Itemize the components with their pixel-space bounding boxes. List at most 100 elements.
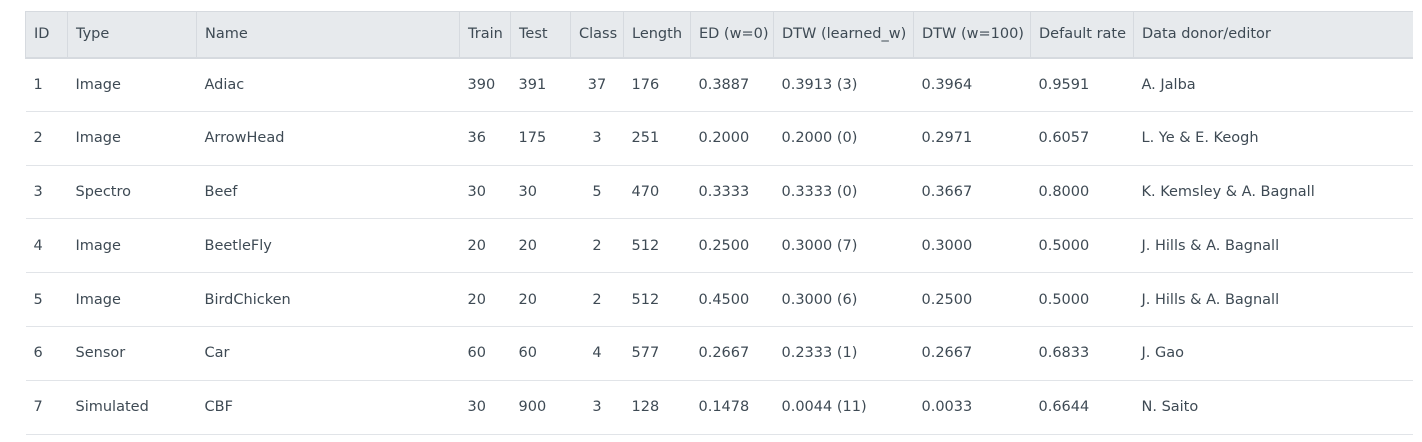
column-header-ed[interactable]: ED (w=0) <box>690 11 774 59</box>
cell-test: 20 <box>510 272 571 327</box>
cell-dtw-100: 0.2971 <box>913 111 1031 166</box>
cell-type: Spectro <box>67 165 197 220</box>
column-header-donor[interactable]: Data donor/editor <box>1133 11 1413 59</box>
cell-donor: A. Jalba <box>1133 57 1413 112</box>
cell-id: 6 <box>25 326 68 381</box>
cell-test: 900 <box>510 380 571 435</box>
column-header-id[interactable]: ID <box>25 11 68 59</box>
table-row: 3 Spectro Beef 30 30 5 470 0.3333 0.3333… <box>25 165 1413 220</box>
cell-ed: 0.2667 <box>690 326 774 381</box>
cell-dtw-learned: 0.0044 (11) <box>773 380 914 435</box>
table-row: 6 Sensor Car 60 60 4 577 0.2667 0.2333 (… <box>25 326 1413 381</box>
cell-test: 30 <box>510 165 571 220</box>
cell-donor: K. Kemsley & A. Bagnall <box>1133 165 1413 220</box>
cell-train: 36 <box>459 111 511 166</box>
cell-dtw-learned: 0.2333 (1) <box>773 326 914 381</box>
cell-test: 391 <box>510 57 571 112</box>
cell-type: Image <box>67 272 197 327</box>
column-header-type[interactable]: Type <box>67 11 197 59</box>
cell-train: 20 <box>459 218 511 274</box>
column-header-default-rate[interactable]: Default rate <box>1030 11 1134 59</box>
cell-default-rate: 0.5000 <box>1030 218 1134 274</box>
cell-default-rate: 0.9591 <box>1030 57 1134 112</box>
table-row: 7 Simulated CBF 30 900 3 128 0.1478 0.00… <box>25 380 1413 435</box>
cell-donor: J. Gao <box>1133 326 1413 381</box>
cell-default-rate: 0.6644 <box>1030 380 1134 435</box>
cell-class: 4 <box>570 326 624 381</box>
cell-dtw-learned: 0.3913 (3) <box>773 57 914 112</box>
cell-id: 4 <box>25 218 68 274</box>
table-header-row: ID Type Name Train Test Class Length ED … <box>25 11 1413 59</box>
cell-id: 1 <box>25 57 68 112</box>
column-header-length[interactable]: Length <box>623 11 691 59</box>
column-header-dtw-100[interactable]: DTW (w=100) <box>913 11 1031 59</box>
cell-id: 3 <box>25 165 68 220</box>
datasets-table-container: ID Type Name Train Test Class Length ED … <box>25 11 1413 435</box>
cell-class: 3 <box>570 111 624 166</box>
cell-type: Image <box>67 218 197 274</box>
table-row: 5 Image BirdChicken 20 20 2 512 0.4500 0… <box>25 272 1413 327</box>
cell-name: BeetleFly <box>196 218 460 274</box>
cell-ed: 0.1478 <box>690 380 774 435</box>
cell-ed: 0.2500 <box>690 218 774 274</box>
cell-train: 20 <box>459 272 511 327</box>
cell-dtw-learned: 0.3000 (7) <box>773 218 914 274</box>
cell-test: 20 <box>510 218 571 274</box>
cell-train: 60 <box>459 326 511 381</box>
cell-default-rate: 0.8000 <box>1030 165 1134 220</box>
column-header-name[interactable]: Name <box>196 11 460 59</box>
cell-test: 60 <box>510 326 571 381</box>
cell-class: 37 <box>570 57 624 112</box>
cell-dtw-100: 0.3667 <box>913 165 1031 220</box>
cell-class: 2 <box>570 272 624 327</box>
cell-donor: J. Hills & A. Bagnall <box>1133 218 1413 274</box>
cell-type: Simulated <box>67 380 197 435</box>
column-header-test[interactable]: Test <box>510 11 571 59</box>
cell-name: BirdChicken <box>196 272 460 327</box>
cell-train: 30 <box>459 165 511 220</box>
datasets-table: ID Type Name Train Test Class Length ED … <box>25 11 1413 435</box>
cell-donor: N. Saito <box>1133 380 1413 435</box>
cell-name: Adiac <box>196 57 460 112</box>
cell-length: 470 <box>623 165 691 220</box>
cell-default-rate: 0.6057 <box>1030 111 1134 166</box>
cell-length: 577 <box>623 326 691 381</box>
cell-dtw-learned: 0.2000 (0) <box>773 111 914 166</box>
cell-id: 2 <box>25 111 68 166</box>
cell-name: Beef <box>196 165 460 220</box>
cell-dtw-100: 0.3000 <box>913 218 1031 274</box>
cell-class: 3 <box>570 380 624 435</box>
cell-name: ArrowHead <box>196 111 460 166</box>
column-header-train[interactable]: Train <box>459 11 511 59</box>
cell-ed: 0.2000 <box>690 111 774 166</box>
cell-dtw-100: 0.0033 <box>913 380 1031 435</box>
column-header-class[interactable]: Class <box>570 11 624 59</box>
cell-id: 7 <box>25 380 68 435</box>
cell-length: 251 <box>623 111 691 166</box>
table-row: 1 Image Adiac 390 391 37 176 0.3887 0.39… <box>25 57 1413 112</box>
cell-name: CBF <box>196 380 460 435</box>
cell-type: Sensor <box>67 326 197 381</box>
cell-ed: 0.3887 <box>690 57 774 112</box>
cell-length: 176 <box>623 57 691 112</box>
table-row: 4 Image BeetleFly 20 20 2 512 0.2500 0.3… <box>25 218 1413 274</box>
cell-class: 2 <box>570 218 624 274</box>
cell-class: 5 <box>570 165 624 220</box>
cell-train: 390 <box>459 57 511 112</box>
cell-type: Image <box>67 57 197 112</box>
cell-donor: L. Ye & E. Keogh <box>1133 111 1413 166</box>
cell-dtw-learned: 0.3000 (6) <box>773 272 914 327</box>
cell-dtw-100: 0.3964 <box>913 57 1031 112</box>
cell-default-rate: 0.5000 <box>1030 272 1134 327</box>
cell-ed: 0.3333 <box>690 165 774 220</box>
cell-dtw-learned: 0.3333 (0) <box>773 165 914 220</box>
column-header-dtw-learned[interactable]: DTW (learned_w) <box>773 11 914 59</box>
cell-id: 5 <box>25 272 68 327</box>
cell-dtw-100: 0.2500 <box>913 272 1031 327</box>
cell-name: Car <box>196 326 460 381</box>
cell-length: 512 <box>623 218 691 274</box>
cell-default-rate: 0.6833 <box>1030 326 1134 381</box>
cell-dtw-100: 0.2667 <box>913 326 1031 381</box>
cell-donor: J. Hills & A. Bagnall <box>1133 272 1413 327</box>
cell-length: 512 <box>623 272 691 327</box>
